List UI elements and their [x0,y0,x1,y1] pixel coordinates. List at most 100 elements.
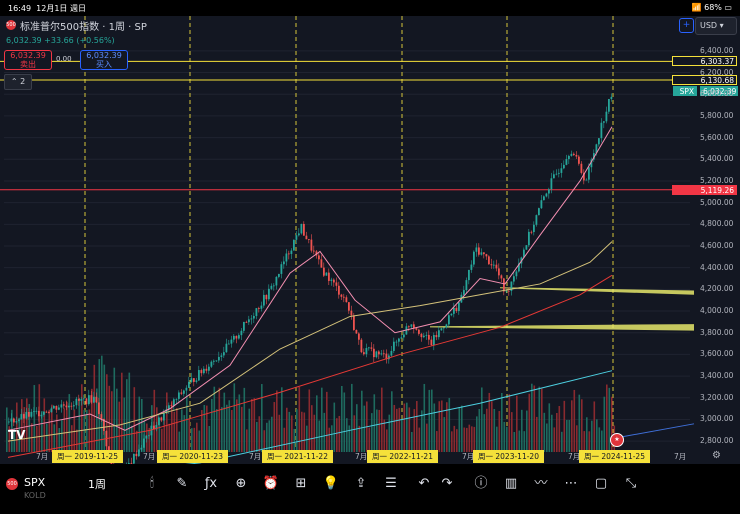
volume-bar [38,384,41,452]
trend-icon[interactable]: 〰 [534,476,548,491]
volume-bar [581,399,583,452]
candle-body [473,251,475,265]
candle-body [128,463,130,464]
square-icon[interactable]: ▢ [594,476,608,491]
candle-body [70,405,73,407]
x-axis-label: 7月 [462,452,475,461]
candle-body [180,392,183,394]
candle-body [600,122,603,139]
grid-icon[interactable]: ⊞ [295,476,307,491]
volume-bar [176,408,178,452]
candle-body [238,335,240,339]
price-tag[interactable]: 6,303.37 [672,56,737,66]
currency-select[interactable]: USD ▾ [695,17,737,35]
collapse-icon[interactable]: ⤡ [625,476,637,491]
volume-bar [233,383,236,452]
candle-body [443,327,445,329]
volume-bar [528,393,531,452]
add-icon[interactable]: + [679,18,694,33]
interval-select[interactable]: 1周 [88,478,106,491]
share-icon[interactable]: ⇪ [355,476,367,491]
spread-value: 0.00 [56,55,72,63]
y-axis-label: 4,600.00 [700,241,734,250]
candle-body [85,398,88,405]
x-axis-label: 7月 [249,452,262,461]
volume-bar [293,428,296,452]
volume-bar [413,409,416,452]
candle-body [410,324,413,327]
volume-bar [11,409,13,452]
candle-body [378,351,380,355]
volume-bar [156,407,158,452]
volume-bar [423,383,426,452]
candle-body [360,339,363,353]
candle-body [340,294,343,297]
bulb-icon[interactable]: 💡 [322,476,340,491]
candle-body [273,285,275,287]
buy-button[interactable]: 6,032.39 买入 [80,50,128,70]
candle-icon[interactable]: 🕯 [150,476,154,491]
y-axis-label: 5,000.00 [700,197,734,207]
price-tag[interactable]: 6,130.68 [672,75,737,85]
us-flag-icon[interactable]: ★ [610,433,624,447]
plus-circle-icon[interactable]: ⊕ [235,476,247,491]
price-tag[interactable]: SPX [673,86,697,96]
candle-body [165,409,168,414]
candle-body [528,231,530,246]
price-tag[interactable]: 6,032.39 [700,86,738,96]
toolbar-symbol[interactable]: SPX [24,476,46,489]
volume-bar [131,425,133,452]
volume-bar [553,427,556,452]
candle-body [98,402,100,415]
volume-bar [358,425,361,452]
candle-body [333,279,335,283]
symbol-title[interactable]: 标准普尔500指数 · 1周 · SP [20,22,147,33]
candle-body [325,272,328,276]
candle-body [345,297,348,303]
volume-bar [493,408,496,452]
volume-bar [81,384,83,452]
volume-bar [173,411,176,452]
candle-body [48,412,50,413]
more-icon[interactable]: ⋯ [564,476,578,491]
sell-button[interactable]: 6,032.39 卖出 [4,50,52,70]
candle-body [140,447,143,450]
candle-body [505,290,508,292]
candle-body [553,174,555,179]
candle-body [543,196,545,201]
volume-bar [373,394,376,452]
candle-body [433,335,435,346]
redo-icon[interactable]: ↷ [441,476,453,491]
settings-gear-icon[interactable]: ⚙ [712,450,721,461]
volume-bar [511,412,513,452]
candle-body [300,223,303,234]
volume-bar [521,409,523,452]
candle-body [288,253,290,255]
formula-icon[interactable]: ƒx [204,476,218,491]
volume-bar [516,395,518,452]
notes-icon[interactable]: ☰ [385,476,397,491]
volume-bar [381,387,383,452]
layers-toggle[interactable]: ⌃ 2 [4,74,32,90]
alarm-icon[interactable]: ⏰ [262,476,280,491]
y-axis-label: 5,200.00 [700,175,734,185]
chart-area[interactable] [0,16,740,464]
price-chart-canvas[interactable] [0,16,740,464]
candle-body [503,278,505,292]
candle-body [18,419,20,422]
candle-body [290,250,293,254]
bars-icon[interactable]: ▥ [504,476,518,491]
candle-body [45,411,48,413]
info-icon[interactable]: ⓘ [474,476,488,491]
volume-bar [116,388,118,452]
volume-bar [498,411,501,452]
candle-body [515,271,518,277]
candle-body [355,329,358,334]
volume-bar [191,428,193,452]
candle-body [330,279,333,281]
undo-icon[interactable]: ↶ [418,476,430,491]
pen-icon[interactable]: ✎ [176,476,188,491]
volume-bar [578,394,581,452]
volume-bar [8,426,11,452]
price-tag[interactable]: 5,119.26 [672,185,737,195]
